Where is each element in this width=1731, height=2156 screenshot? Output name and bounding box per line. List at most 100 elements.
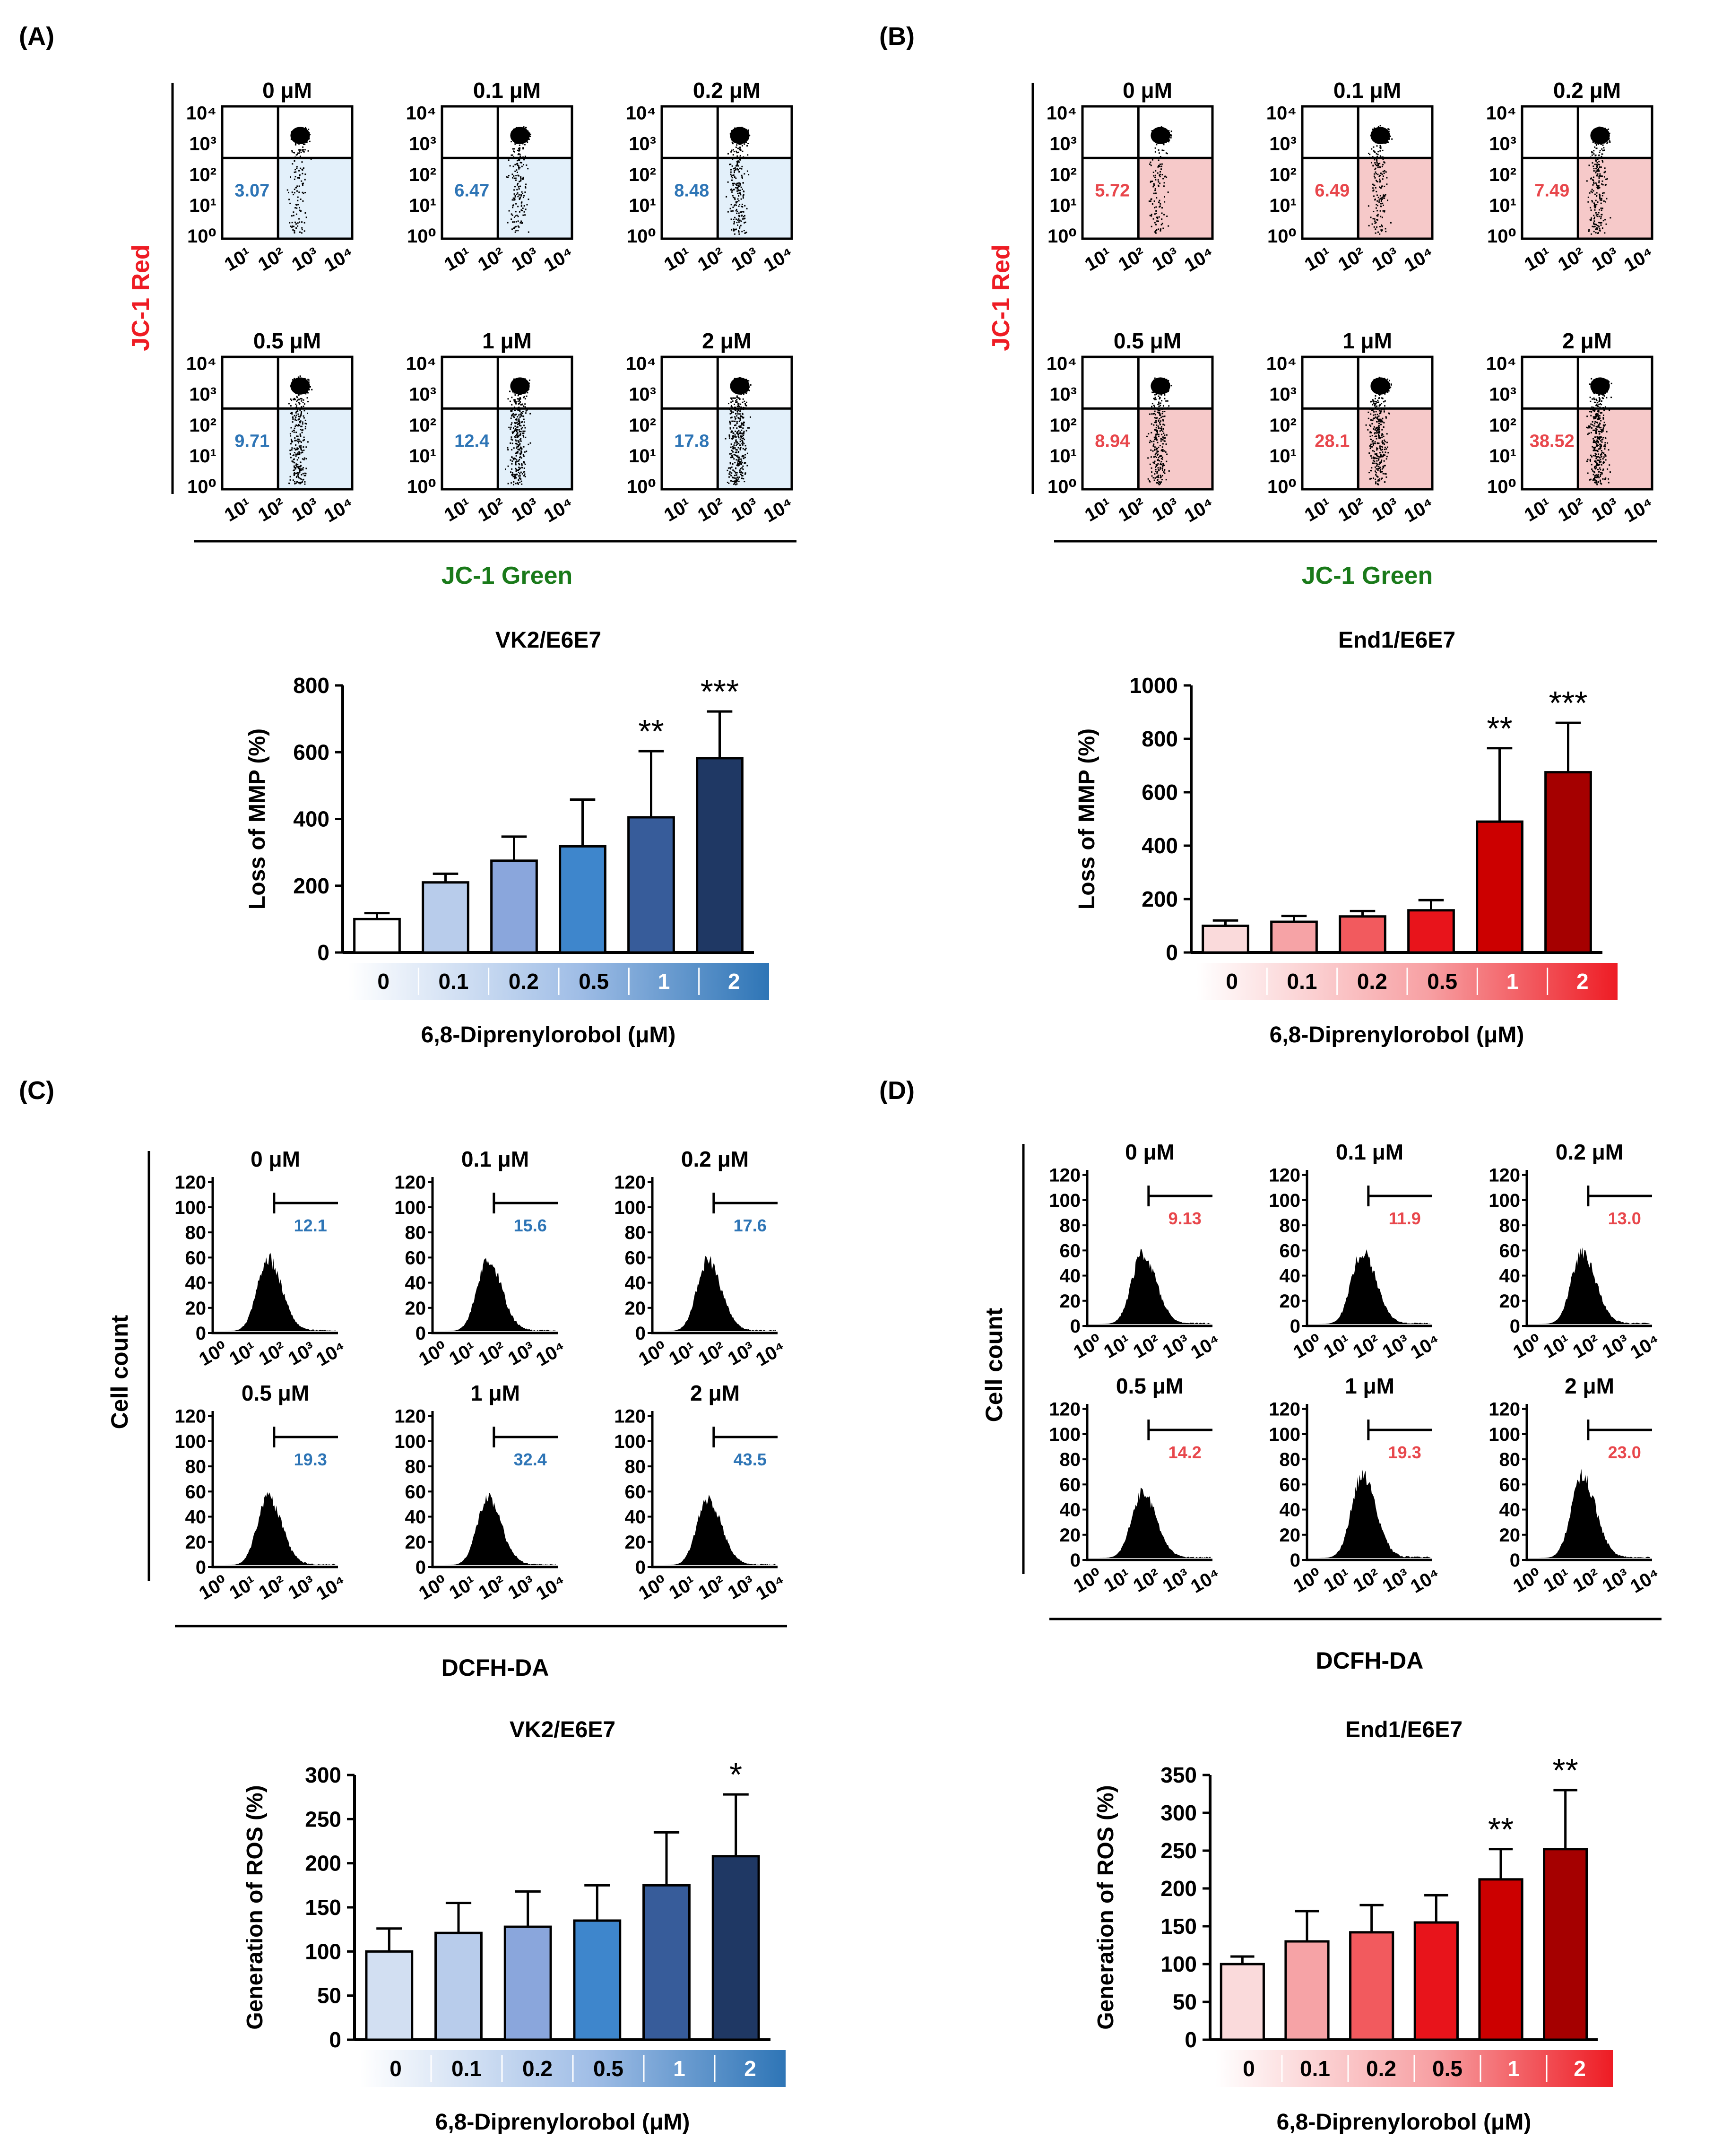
y-tick-label: 300 xyxy=(305,1763,341,1787)
population-core xyxy=(1151,377,1170,395)
gated-percentage: 12.4 xyxy=(454,431,489,451)
bar-0.5 xyxy=(1413,1921,1459,2041)
y-tick-label: 20 xyxy=(1499,1525,1521,1546)
y-tick-label: 10³ xyxy=(1489,384,1516,405)
y-tick-label: 20 xyxy=(625,1298,646,1319)
y-tick-label: 150 xyxy=(1160,1914,1197,1939)
concentration-label: 0.1 μM xyxy=(1336,1140,1403,1164)
y-tick-label: 40 xyxy=(1060,1500,1081,1521)
scatter-points xyxy=(1586,126,1611,235)
y-tick-label: 100 xyxy=(1049,1190,1081,1211)
y-tick-label: 80 xyxy=(1060,1215,1081,1236)
concentration-label: 0 μM xyxy=(251,1147,300,1171)
x-tick-label: 10¹ xyxy=(441,494,475,526)
concentration-label: 0 μM xyxy=(1125,1140,1175,1164)
bar-1 xyxy=(1478,1878,1523,2041)
y-tick-label: 100 xyxy=(394,1431,426,1452)
y-tick-label: 40 xyxy=(405,1273,426,1294)
bar-0 xyxy=(1220,1963,1265,2041)
significance-marker: * xyxy=(729,1756,742,1793)
population-core xyxy=(730,377,750,395)
x-tick-label: 10¹ xyxy=(660,494,694,526)
y-tick-label: 80 xyxy=(405,1222,426,1243)
y-tick-label: 20 xyxy=(1060,1291,1081,1312)
gated-percentage: 3.07 xyxy=(234,181,269,200)
concentration-label: 2 μM xyxy=(1565,1374,1614,1398)
histogram-area xyxy=(1089,1488,1211,1558)
x-tick-label: 10⁴ xyxy=(760,243,797,276)
chart-ros-vk2: VK2/E6E7 0 50 100 150 200 250 300 Generation of … xyxy=(242,1717,786,2135)
chart-title: VK2/E6E7 xyxy=(510,1717,615,1742)
y-tick-label: 10¹ xyxy=(1489,195,1516,216)
x-tick-label: 10³ xyxy=(1368,494,1402,526)
x-tick-label: 10¹ xyxy=(1521,243,1555,275)
y-tick-label: 100 xyxy=(174,1431,206,1452)
y-tick-label: 20 xyxy=(625,1532,646,1553)
bar-0.5 xyxy=(573,1919,622,2041)
y-axis-title: Loss of MMP (%) xyxy=(245,728,270,909)
gated-quadrant xyxy=(498,158,572,239)
histogram-area xyxy=(434,1258,556,1331)
x-tick-label: 10⁴ xyxy=(540,243,577,276)
y-tick-label: 100 xyxy=(614,1197,646,1218)
y-tick-label: 10⁰ xyxy=(1487,226,1516,247)
y-tick-label: 0 xyxy=(317,940,329,965)
y-tick-label: 10³ xyxy=(1269,134,1297,155)
x-tick-label: 10¹ xyxy=(666,1338,700,1369)
gated-percentage: 9.71 xyxy=(234,431,269,451)
y-tick-label: 10¹ xyxy=(1049,446,1077,467)
y-tick-label: 80 xyxy=(405,1456,426,1477)
x-tick-label: 0 xyxy=(389,2056,402,2081)
x-tick-label: 10² xyxy=(1350,1331,1384,1362)
concentration-label: 2 μM xyxy=(1562,329,1612,353)
y-tick-label: 10⁴ xyxy=(1047,103,1077,124)
chart-ros-end1: End1/E6E7 0 50 100 150 200 250 300 350 Generation… xyxy=(1093,1717,1613,2135)
chart-title: VK2/E6E7 xyxy=(495,628,601,653)
plot-frame xyxy=(441,355,573,491)
x-tick-label: 10² xyxy=(1555,243,1589,275)
x-tick-label: 10³ xyxy=(508,494,542,526)
x-tick-label: 10¹ xyxy=(1081,243,1115,275)
x-tick-label: 10¹ xyxy=(1320,1331,1354,1362)
x-axis-title: JC-1 Green xyxy=(441,562,572,589)
x-tick-label: 10¹ xyxy=(1100,1331,1134,1362)
y-tick-label: 0 xyxy=(635,1323,646,1344)
population-core xyxy=(290,127,310,144)
x-tick-label: 10⁴ xyxy=(320,494,357,527)
x-tick-label: 10⁴ xyxy=(533,1571,570,1604)
bar-0.1 xyxy=(422,881,469,954)
y-tick-label: 10² xyxy=(189,415,216,436)
bar-0 xyxy=(1202,925,1249,954)
bar-0.2 xyxy=(503,1925,552,2041)
x-tick-label: 10² xyxy=(1115,243,1149,275)
y-tick-label: 20 xyxy=(1499,1291,1521,1312)
y-tick-label: 0 xyxy=(329,2027,341,2052)
bar-0.5 xyxy=(559,845,606,954)
x-tick-label: 1 xyxy=(673,2056,685,2081)
histogram-area xyxy=(1529,1469,1650,1558)
y-tick-label: 800 xyxy=(293,673,329,698)
y-tick-label: 10⁰ xyxy=(1047,476,1077,497)
y-tick-label: 60 xyxy=(1060,1240,1081,1261)
significance-marker: ** xyxy=(638,713,664,750)
x-tick-label: 10² xyxy=(475,1572,509,1603)
x-tick-label: 0.2 xyxy=(522,2056,553,2081)
x-tick-label: 0.2 xyxy=(1357,969,1387,994)
y-tick-label: 10¹ xyxy=(629,446,656,467)
y-tick-label: 0 xyxy=(1185,2027,1197,2052)
y-tick-label: 120 xyxy=(394,1406,426,1427)
population-core xyxy=(510,377,530,395)
concentration-label: 0.1 μM xyxy=(473,78,541,103)
y-tick-label: 10³ xyxy=(189,134,216,155)
x-tick-label: 10⁴ xyxy=(753,1337,789,1370)
x-tick-label: 10² xyxy=(255,1338,289,1369)
y-tick-label: 10⁴ xyxy=(1047,354,1077,374)
y-tick-label: 20 xyxy=(1280,1291,1301,1312)
y-tick-label: 0 xyxy=(1290,1316,1300,1337)
concentration-label: 0.2 μM xyxy=(1556,1140,1623,1164)
bar-0.2 xyxy=(1339,915,1386,954)
